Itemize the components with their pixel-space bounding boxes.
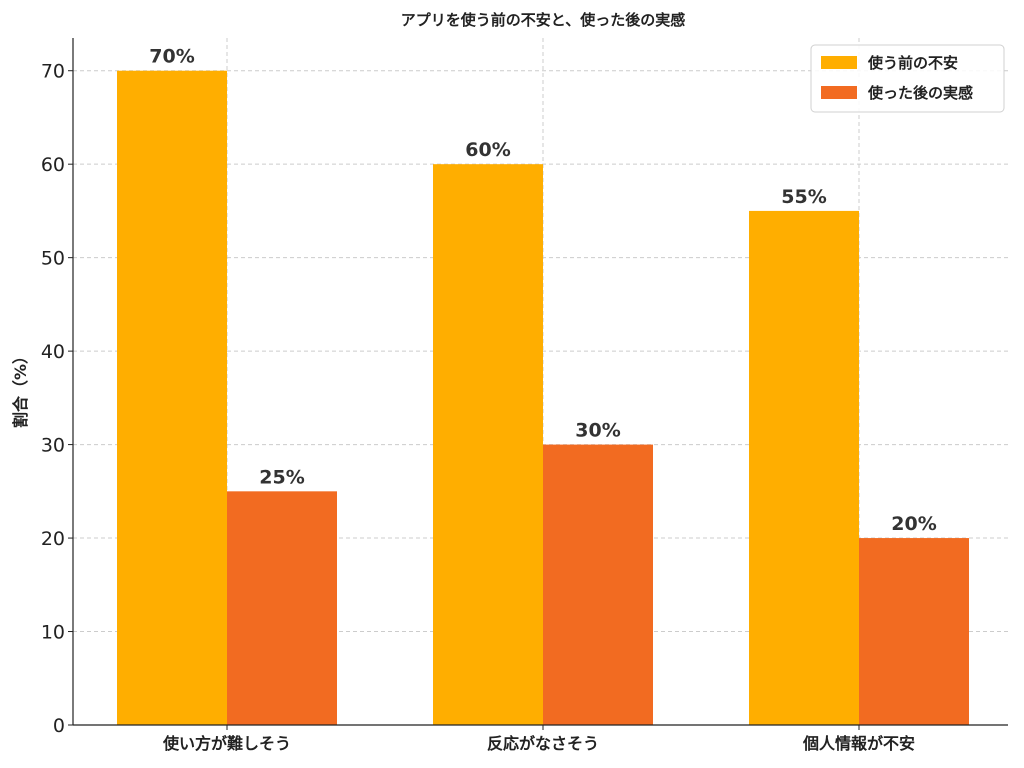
- bar-after-1: [543, 444, 653, 725]
- bar-value-label: 30%: [575, 420, 620, 442]
- y-tick-label: 0: [53, 715, 65, 737]
- bar-before-2: [749, 210, 859, 726]
- y-tick-label: 60: [41, 154, 65, 176]
- bar-value-label: 25%: [259, 466, 304, 488]
- legend-swatch-before: [821, 56, 857, 69]
- bar-before-0: [117, 70, 227, 725]
- bar-before-1: [433, 164, 543, 726]
- y-tick-label: 30: [41, 435, 65, 457]
- bars-layer: [117, 70, 969, 726]
- y-axis-label: 割合（%）: [11, 348, 30, 428]
- bar-value-label: 55%: [781, 186, 826, 208]
- bar-after-0: [227, 491, 337, 725]
- legend-swatch-after: [821, 86, 857, 99]
- bar-value-label: 60%: [465, 139, 510, 161]
- bar-value-label: 20%: [891, 513, 936, 535]
- y-tick-label: 50: [41, 248, 65, 270]
- y-tick-label: 20: [41, 528, 65, 550]
- axes-layer: 0 10 20 30 40 50 60 70 使い方が難しそう 反応がなさそう 個人情報が不安: [41, 38, 1008, 753]
- legend-box: [810, 44, 1005, 113]
- legend-label-after: 使った後の実感: [867, 84, 973, 102]
- x-tick-label: 個人情報が不安: [802, 734, 915, 753]
- x-tick-label: 使い方が難しそう: [162, 734, 291, 753]
- chart-title: アプリを使う前の不安と、使った後の実感: [401, 11, 685, 29]
- x-tick-label: 反応がなさそう: [487, 734, 599, 753]
- y-tick-label: 70: [41, 61, 65, 83]
- y-tick-label: 40: [41, 341, 65, 363]
- legend: 使う前の不安 使った後の実感: [810, 44, 1005, 113]
- y-tick-label: 10: [41, 622, 65, 644]
- legend-label-before: 使う前の不安: [867, 54, 958, 72]
- bar-value-label: 70%: [149, 46, 194, 68]
- bar-after-2: [859, 538, 969, 725]
- labels-layer: 70% 60% 55% 25% 30% 20%: [149, 46, 936, 535]
